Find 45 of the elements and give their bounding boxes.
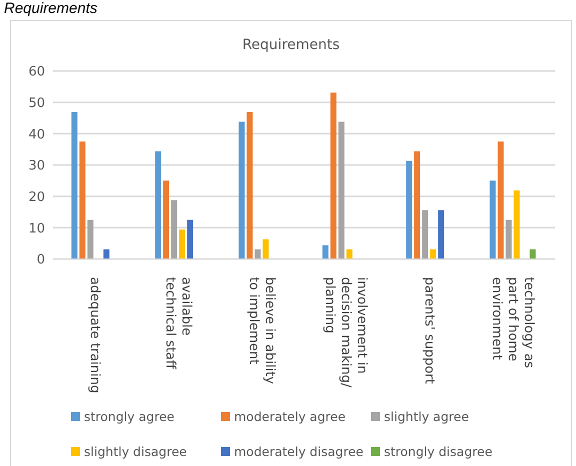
x-tick-label: parents' support: [422, 277, 436, 384]
y-tick-label: 30: [28, 158, 45, 174]
bar: [438, 210, 444, 259]
y-tick-label: 20: [28, 190, 45, 205]
bar: [430, 249, 436, 259]
bar: [262, 239, 269, 259]
y-tick-label: 40: [28, 127, 45, 142]
bar: [179, 230, 186, 259]
bar: [171, 200, 178, 259]
bar: [322, 245, 328, 259]
legend-label: slightly disagree: [83, 444, 188, 459]
bar: [498, 142, 504, 259]
bar: [254, 249, 261, 259]
y-tick-label: 50: [28, 96, 45, 111]
bar: [71, 112, 78, 259]
bar: [406, 160, 412, 259]
bar: [422, 210, 428, 259]
y-tick-label: 60: [28, 64, 45, 80]
legend-label: strongly agree: [83, 409, 176, 424]
bar: [246, 112, 253, 259]
text: Requirements: [4, 0, 98, 17]
legend-label: moderately disagree: [233, 444, 364, 459]
bar: [514, 190, 520, 259]
bar: [338, 122, 344, 259]
bar: [506, 220, 512, 259]
bar: [163, 180, 170, 259]
legend-label: moderately agree: [233, 409, 347, 424]
bar: [330, 92, 336, 259]
legend-label: strongly disagree: [383, 444, 494, 459]
bar: [530, 249, 536, 259]
bar: [346, 249, 352, 259]
bar: [238, 122, 245, 259]
bar: [87, 220, 94, 259]
bar: [155, 151, 162, 259]
x-tick-label: involvement in decision making/ planning: [322, 277, 369, 388]
bar: [103, 249, 110, 259]
chart-title: Requirements: [241, 37, 341, 55]
bar: [414, 151, 420, 259]
legend-label: slightly agree: [383, 409, 470, 424]
bar: [490, 180, 496, 259]
y-tick-label: 0: [36, 252, 45, 268]
y-tick-label: 10: [28, 221, 45, 236]
bar: [187, 220, 194, 259]
bar: [79, 142, 86, 259]
x-tick-label: adequate training: [86, 277, 102, 394]
